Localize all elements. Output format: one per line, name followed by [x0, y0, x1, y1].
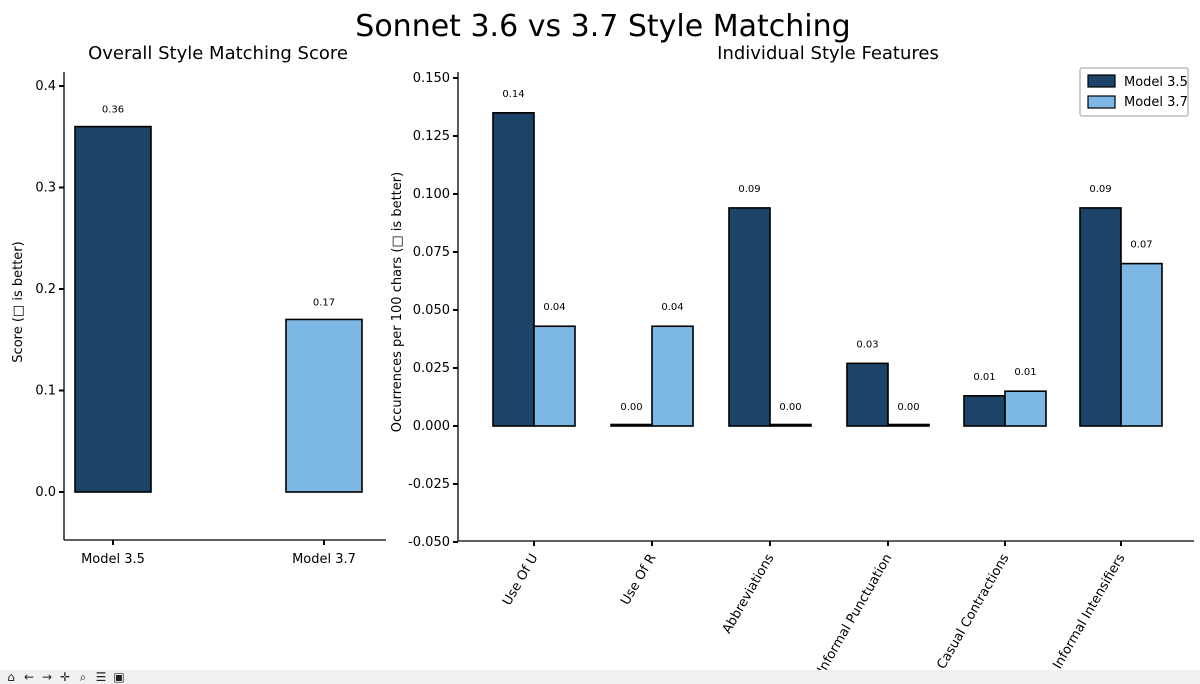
chart2-value-label: 0.14: [502, 89, 524, 100]
chart1-ytick-label: 0.2: [35, 282, 56, 297]
save-icon[interactable]: ▣: [113, 670, 125, 684]
chart2-ytick-label: 0.050: [413, 303, 450, 318]
chart1-bars: 0.36 0.17: [74, 105, 363, 493]
chart1-bar-model-3-7: [285, 318, 363, 493]
chart1-axes: 0.0 0.1 0.2 0.3 0.4 Model 3.5 Model 3.7: [35, 72, 386, 567]
chart2-ytick-label: -0.025: [408, 477, 450, 492]
chart2-bar-abbreviations-model-3-5: [728, 207, 771, 427]
chart2-xtick-label: Abbreviations: [720, 551, 778, 636]
chart2-bar-abbreviations-model-3-7: [769, 423, 812, 427]
chart2-bars: 0.14 0.04 0.00 0.04 0.09 0.00 0.03 0.00 0.01 0.01…: [492, 89, 1163, 427]
plot-toolbar: ⌂ ← → ✛ ⌕ ☰ ▣: [0, 670, 1200, 684]
chart2-value-label: 0.01: [973, 372, 995, 383]
chart1-ytick-label: 0.0: [35, 485, 56, 500]
legend-label-model-37: Model 3.7: [1124, 95, 1188, 110]
chart1-value-label: 0.36: [102, 105, 124, 116]
features-chart: Individual Style Features Occurrences pe…: [390, 43, 1194, 676]
chart2-bar-casual-contractions-model-3-7: [1004, 390, 1047, 427]
chart1-value-label: 0.17: [313, 297, 335, 308]
chart2-value-label: 0.04: [661, 302, 683, 313]
chart2-xtick-label: Casual Contractions: [934, 551, 1012, 672]
chart2-value-label: 0.03: [856, 339, 878, 350]
chart2-value-label: 0.00: [620, 402, 642, 413]
chart2-bar-use-of-u-model-3-7: [533, 325, 576, 427]
chart2-ytick-label: 0.025: [413, 361, 450, 376]
zoom-icon[interactable]: ⌕: [79, 670, 87, 684]
back-icon[interactable]: ←: [23, 670, 35, 684]
chart2-bar-informal-punctuation-model-3-5: [846, 362, 889, 427]
chart2-bar-use-of-r-model-3-7: [651, 325, 694, 427]
chart2-bar-casual-contractions-model-3-5: [963, 395, 1006, 427]
chart1-ylabel: Score (□ is better): [11, 241, 26, 362]
chart1-xtick-label: Model 3.5: [81, 552, 145, 567]
chart2-ytick-label: -0.050: [408, 535, 450, 550]
chart2-ytick-label: 0.000: [413, 419, 450, 434]
chart2-bar-informal-punctuation-model-3-7: [887, 423, 930, 427]
chart2-legend: Model 3.5 Model 3.7: [1079, 67, 1189, 117]
chart1-ytick-label: 0.1: [35, 384, 56, 399]
legend-label-model-35: Model 3.5: [1124, 75, 1188, 90]
chart2-value-label: 0.01: [1014, 367, 1036, 378]
forward-icon[interactable]: →: [41, 670, 53, 684]
configure-icon[interactable]: ☰: [95, 670, 107, 684]
chart2-value-label: 0.09: [1089, 184, 1111, 195]
chart2-bar-use-of-u-model-3-5: [492, 112, 535, 427]
chart1-xtick-label: Model 3.7: [292, 552, 356, 567]
chart2-value-label: 0.00: [779, 402, 801, 413]
home-icon[interactable]: ⌂: [7, 670, 15, 684]
chart2-ytick-label: 0.150: [413, 71, 450, 86]
figure-title: Sonnet 3.6 vs 3.7 Style Matching: [355, 9, 850, 44]
chart2-bar-informal-intensifiers-model-3-7: [1120, 262, 1163, 427]
chart2-xtick-label: Use Of R: [618, 552, 659, 608]
chart2-xtick-label: Informal Punctuation: [815, 552, 896, 677]
chart2-bar-informal-intensifiers-model-3-5: [1079, 207, 1122, 427]
overall-score-chart: Overall Style Matching Score Score (□ is…: [11, 43, 386, 567]
chart2-ytick-label: 0.100: [413, 187, 450, 202]
chart2-ylabel: Occurrences per 100 chars (□ is better): [390, 172, 405, 432]
chart2-ytick-label: 0.075: [413, 245, 450, 260]
chart1-ytick-label: 0.4: [35, 79, 56, 94]
chart2-value-label: 0.04: [543, 302, 565, 313]
legend-swatch-model-35: [1087, 74, 1116, 88]
chart2-ytick-label: 0.125: [413, 129, 450, 144]
chart2-value-label: 0.07: [1130, 240, 1152, 251]
legend-swatch-model-37: [1087, 95, 1116, 109]
chart1-ytick-label: 0.3: [35, 181, 56, 196]
pan-icon[interactable]: ✛: [59, 670, 71, 684]
chart2-value-label: 0.09: [738, 184, 760, 195]
chart1-bar-model-3-5: [74, 125, 152, 493]
chart2-xtick-label: Use Of U: [500, 552, 541, 609]
chart2-value-label: 0.00: [897, 402, 919, 413]
chart1-title: Overall Style Matching Score: [88, 43, 348, 64]
chart2-xtick-label: Informal Intensifiers: [1050, 551, 1128, 671]
chart2-title: Individual Style Features: [717, 43, 939, 64]
chart2-bar-use-of-r-model-3-5: [610, 423, 653, 427]
